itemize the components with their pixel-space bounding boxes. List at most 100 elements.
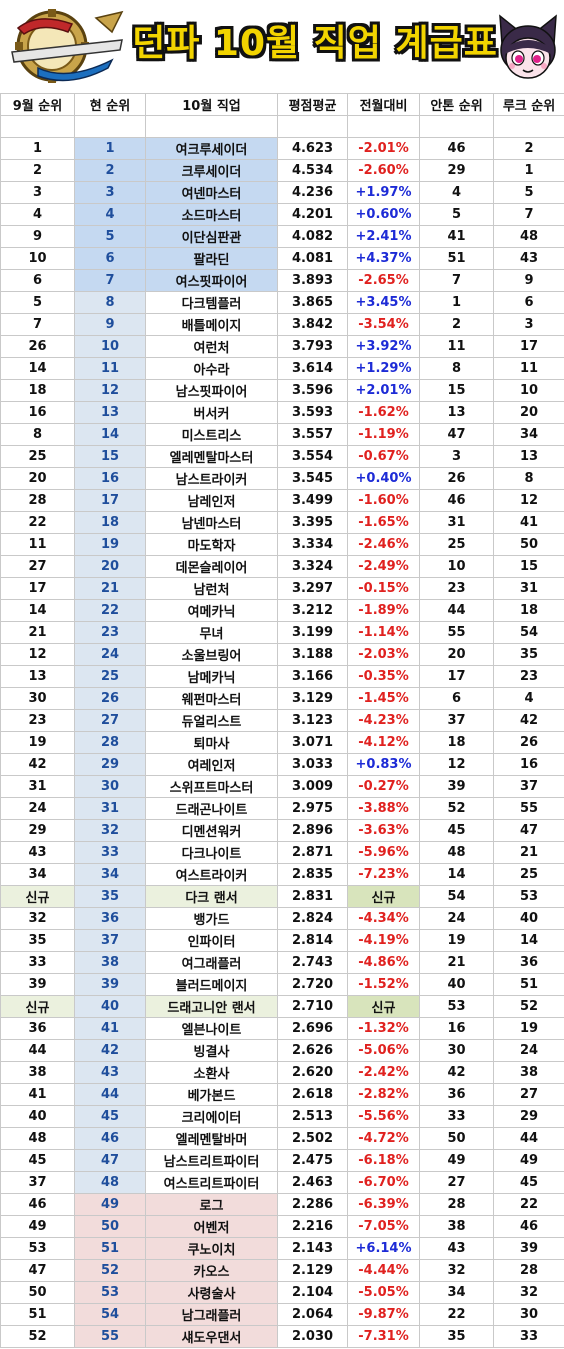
prev-rank-cell: 41 xyxy=(0,1083,75,1106)
current-rank-cell: 48 xyxy=(74,1171,146,1194)
prev-rank-cell: 12 xyxy=(0,643,75,666)
table-row: 45 47 남스트리트파이터 2.475 -6.18% 49 49 xyxy=(0,1149,564,1172)
luke-rank-cell: 47 xyxy=(493,819,564,842)
aton-rank-cell: 12 xyxy=(419,753,494,776)
current-rank-cell: 7 xyxy=(74,269,146,292)
table-row: 신규 40 드래고니안 랜서 2.710 신규 53 52 xyxy=(0,995,564,1018)
job-name-cell: 다크템플러 xyxy=(145,291,278,314)
score-cell: 3.557 xyxy=(277,423,348,446)
current-rank-cell: 44 xyxy=(74,1083,146,1106)
prev-rank-cell: 13 xyxy=(0,665,75,688)
luke-rank-cell: 7 xyxy=(493,203,564,226)
table-row: 18 12 남스핏파이어 3.596 +2.01% 15 10 xyxy=(0,379,564,402)
current-rank-cell: 32 xyxy=(74,819,146,842)
luke-rank-cell: 53 xyxy=(493,885,564,908)
prev-rank-cell: 18 xyxy=(0,379,75,402)
aton-rank-cell: 53 xyxy=(419,995,494,1018)
job-name-cell: 남넨마스터 xyxy=(145,511,278,534)
aton-rank-cell: 42 xyxy=(419,1061,494,1084)
aton-rank-cell: 29 xyxy=(419,159,494,182)
table-row: 52 55 섀도우댄서 2.030 -7.31% 35 33 xyxy=(0,1325,564,1348)
current-rank-cell: 46 xyxy=(74,1127,146,1150)
aton-rank-cell: 35 xyxy=(419,1325,494,1348)
change-cell: +2.41% xyxy=(347,225,420,248)
current-rank-cell: 11 xyxy=(74,357,146,380)
luke-rank-cell: 6 xyxy=(493,291,564,314)
luke-rank-cell: 9 xyxy=(493,269,564,292)
luke-rank-cell: 38 xyxy=(493,1061,564,1084)
luke-rank-cell: 3 xyxy=(493,313,564,336)
current-rank-cell: 27 xyxy=(74,709,146,732)
aton-rank-cell: 54 xyxy=(419,885,494,908)
aton-rank-cell: 31 xyxy=(419,511,494,534)
score-cell: 2.064 xyxy=(277,1303,348,1326)
aton-rank-cell: 32 xyxy=(419,1259,494,1282)
prev-rank-cell: 24 xyxy=(0,797,75,820)
luke-rank-cell: 43 xyxy=(493,247,564,270)
job-name-cell: 여스핏파이어 xyxy=(145,269,278,292)
job-name-cell: 빙결사 xyxy=(145,1039,278,1062)
luke-rank-cell: 2 xyxy=(493,137,564,160)
current-rank-cell: 53 xyxy=(74,1281,146,1304)
aton-rank-cell: 18 xyxy=(419,731,494,754)
current-rank-cell: 10 xyxy=(74,335,146,358)
aton-rank-cell: 2 xyxy=(419,313,494,336)
job-name-cell: 다크 랜서 xyxy=(145,885,278,908)
current-rank-cell: 54 xyxy=(74,1303,146,1326)
change-cell: -3.88% xyxy=(347,797,420,820)
job-name-cell: 베가본드 xyxy=(145,1083,278,1106)
prev-rank-cell: 1 xyxy=(0,137,75,160)
table-row: 27 20 데몬슬레이어 3.324 -2.49% 10 15 xyxy=(0,555,564,578)
prev-rank-cell: 32 xyxy=(0,907,75,930)
luke-rank-cell: 18 xyxy=(493,599,564,622)
current-rank-cell: 2 xyxy=(74,159,146,182)
change-cell: +2.01% xyxy=(347,379,420,402)
prev-rank-cell: 20 xyxy=(0,467,75,490)
change-cell: -9.87% xyxy=(347,1303,420,1326)
score-cell: 3.334 xyxy=(277,533,348,556)
table-row: 34 34 여스트라이커 2.835 -7.23% 14 25 xyxy=(0,863,564,886)
job-name-cell: 로그 xyxy=(145,1193,278,1216)
prev-rank-cell: 8 xyxy=(0,423,75,446)
table-row: 11 19 마도학자 3.334 -2.46% 25 50 xyxy=(0,533,564,556)
prev-rank-cell: 29 xyxy=(0,819,75,842)
current-rank-cell: 42 xyxy=(74,1039,146,1062)
change-cell: +3.45% xyxy=(347,291,420,314)
blank-cell xyxy=(347,115,420,138)
change-cell: +6.14% xyxy=(347,1237,420,1260)
prev-rank-cell: 28 xyxy=(0,489,75,512)
table-row: 6 7 여스핏파이어 3.893 -2.65% 7 9 xyxy=(0,269,564,292)
table-row: 13 25 남메카닉 3.166 -0.35% 17 23 xyxy=(0,665,564,688)
aton-rank-cell: 6 xyxy=(419,687,494,710)
score-cell: 3.129 xyxy=(277,687,348,710)
score-cell: 3.395 xyxy=(277,511,348,534)
change-cell: -5.06% xyxy=(347,1039,420,1062)
table-row: 23 27 듀얼리스트 3.123 -4.23% 37 42 xyxy=(0,709,564,732)
aton-rank-cell: 17 xyxy=(419,665,494,688)
table-row: 21 23 무녀 3.199 -1.14% 55 54 xyxy=(0,621,564,644)
table-row: 신규 35 다크 랜서 2.831 신규 54 53 xyxy=(0,885,564,908)
score-cell: 4.201 xyxy=(277,203,348,226)
table-row: 10 6 팔라딘 4.081 +4.37% 51 43 xyxy=(0,247,564,270)
aton-rank-cell: 34 xyxy=(419,1281,494,1304)
job-name-cell: 드래고니안 랜서 xyxy=(145,995,278,1018)
table-row: 40 45 크리에이터 2.513 -5.56% 33 29 xyxy=(0,1105,564,1128)
prev-rank-cell: 50 xyxy=(0,1281,75,1304)
aton-rank-cell: 16 xyxy=(419,1017,494,1040)
score-cell: 2.475 xyxy=(277,1149,348,1172)
luke-rank-cell: 41 xyxy=(493,511,564,534)
aton-rank-cell: 14 xyxy=(419,863,494,886)
luke-rank-cell: 34 xyxy=(493,423,564,446)
prev-rank-cell: 2 xyxy=(0,159,75,182)
prev-rank-cell: 44 xyxy=(0,1039,75,1062)
current-rank-cell: 41 xyxy=(74,1017,146,1040)
job-name-cell: 스위프트마스터 xyxy=(145,775,278,798)
prev-rank-cell: 52 xyxy=(0,1325,75,1348)
table-row: 31 30 스위프트마스터 3.009 -0.27% 39 37 xyxy=(0,775,564,798)
luke-rank-cell: 26 xyxy=(493,731,564,754)
change-cell: -0.27% xyxy=(347,775,420,798)
job-name-cell: 남메카닉 xyxy=(145,665,278,688)
prev-rank-cell: 14 xyxy=(0,599,75,622)
dungeon-fighter-logo: DUNGEON FIGHTER xyxy=(8,6,126,86)
job-name-cell: 인파이터 xyxy=(145,929,278,952)
